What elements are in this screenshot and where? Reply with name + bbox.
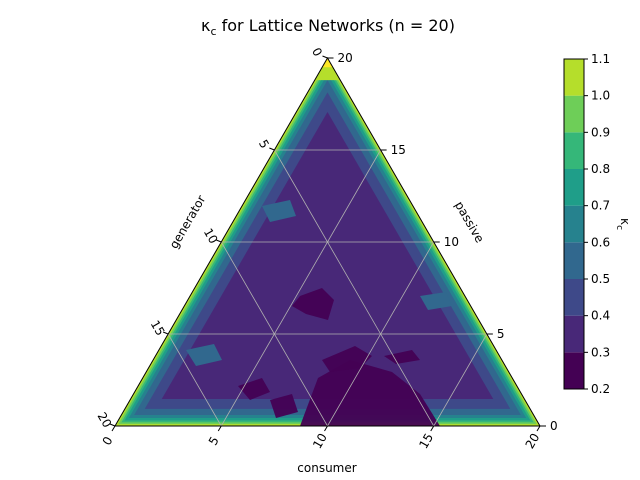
grid-line-consumer-1: [220, 241, 328, 426]
colorbar-segment-2: [564, 279, 584, 316]
colorbar-segment-0: [564, 352, 584, 389]
tick-label-right-10: 10: [444, 235, 459, 249]
contour-plot-area: [115, 58, 540, 426]
contour-top-vertex: [314, 58, 341, 81]
contour-low-region-2: [322, 346, 372, 372]
contour-low-region-0: [292, 288, 334, 320]
colorbar-tick-label-0.3: 0.3: [591, 345, 610, 359]
colorbar-frame: [563, 58, 585, 390]
tick-label-left-15: 15: [148, 318, 168, 338]
tick-left-0: [322, 55, 328, 59]
contour-low-region-1: [300, 360, 440, 426]
tick-label-left-10: 10: [201, 226, 221, 246]
axis-label-bottom: consumer: [297, 461, 356, 475]
contour-low-region-3: [384, 350, 420, 364]
tick-bottom-15: [430, 425, 435, 432]
contour-mid-region-0: [262, 200, 296, 222]
tick-label-bottom-15: 15: [416, 431, 436, 451]
colorbar-tick-label-0.8: 0.8: [591, 162, 610, 176]
contour-band-7: [161, 111, 494, 400]
tick-left-5: [269, 147, 275, 151]
tick-label-bottom-10: 10: [310, 431, 330, 451]
contour-top-vertex-peak: [322, 58, 333, 68]
tick-bottom-10: [324, 425, 328, 432]
tick-label-left-0: 0: [309, 45, 325, 59]
contour-layers: [115, 58, 540, 426]
tick-label-bottom-0: 0: [100, 434, 116, 448]
colorbar-segment-7: [564, 95, 584, 133]
axis-label-left: generator: [167, 193, 209, 251]
colorbar-segment-8: [564, 59, 584, 96]
tick-label-left-20: 20: [95, 410, 115, 430]
colorbar-tick-label-0.9: 0.9: [591, 125, 610, 139]
colorbar: 0.2 0.3 0.4 0.5 0.6 0.7 0.8 0.9 1.0 1.1: [563, 52, 610, 396]
contour-mid-region-2: [420, 292, 452, 310]
grid-line-consumer-2: [274, 149, 435, 426]
tick-label-right-15: 15: [391, 143, 406, 157]
colorbar-segment-5: [564, 169, 584, 206]
colorbar-tick-label-0.5: 0.5: [591, 272, 610, 286]
colorbar-segment-6: [564, 132, 584, 169]
tick-label-right-0: 0: [550, 419, 558, 433]
tick-label-right-5: 5: [497, 327, 505, 341]
tick-bottom-20: [536, 425, 541, 432]
grid-line-generator-2: [433, 333, 488, 426]
tick-left-15: [162, 331, 169, 335]
colorbar-tick-label-0.2: 0.2: [591, 382, 610, 396]
grid-line-generator-0: [220, 149, 381, 426]
colorbar-label: κc: [614, 218, 632, 230]
tick-label-bottom-20: 20: [523, 431, 543, 451]
colorbar-segment-3: [564, 242, 584, 279]
colorbar-tick-label-0.7: 0.7: [591, 199, 610, 213]
colorbar-segment-4: [564, 205, 584, 243]
tick-label-bottom-5: 5: [206, 434, 222, 448]
tick-label-right-20: 20: [338, 51, 353, 65]
tick-left-10: [216, 239, 222, 243]
colorbar-segment-1: [564, 315, 584, 353]
contour-mid-region-1: [186, 344, 222, 366]
grid-line-consumer-0: [167, 333, 222, 426]
colorbar-tick-label-1.0: 1.0: [591, 89, 610, 103]
tick-left-20: [109, 423, 116, 427]
colorbar-tick-label-0.4: 0.4: [591, 309, 610, 323]
contour-low-region-5: [270, 394, 298, 418]
tick-label-left-5: 5: [256, 137, 272, 151]
tick-bottom-0: [111, 425, 116, 432]
colorbar-tick-label-0.6: 0.6: [591, 235, 610, 249]
ternary-grid: [167, 149, 488, 426]
tick-bottom-5: [217, 425, 222, 432]
chart-title: κc for Lattice Networks (n = 20): [201, 16, 455, 38]
colorbar-tick-label-1.1: 1.1: [591, 52, 610, 66]
